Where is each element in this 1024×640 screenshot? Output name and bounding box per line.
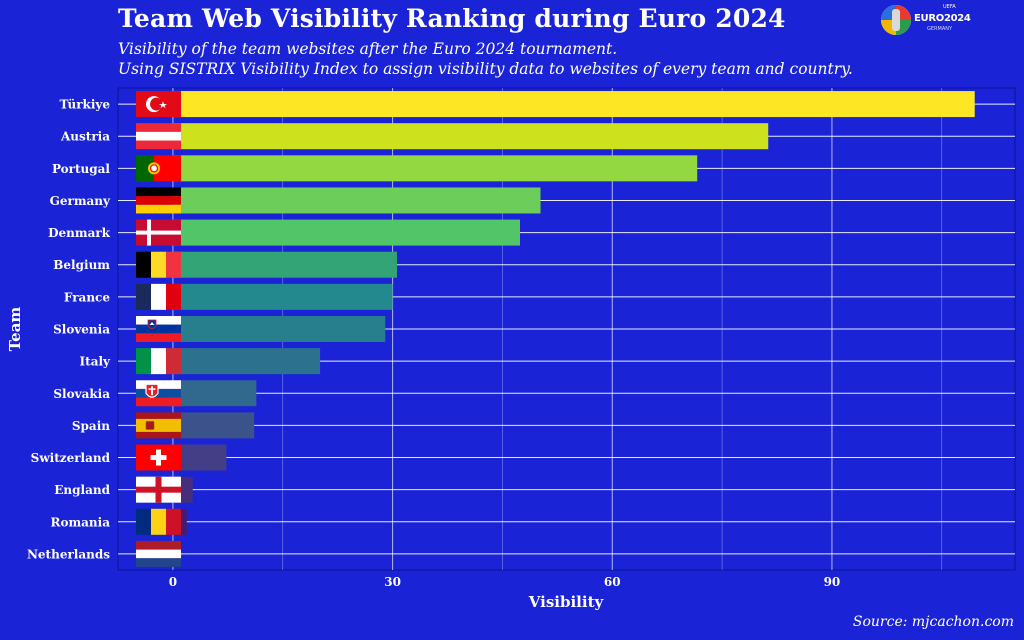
y-tick-label: Switzerland — [31, 451, 111, 465]
x-tick-label: 30 — [384, 575, 401, 589]
x-tick-labels: 0 30 60 90 — [169, 575, 841, 589]
bar-spain — [172, 412, 255, 439]
bar-france — [172, 283, 393, 310]
bar-austria — [172, 123, 769, 150]
netherlands-flag — [136, 540, 181, 567]
bar-türkiye — [172, 91, 975, 118]
portugal-flag — [136, 155, 181, 182]
y-tick-label: Belgium — [53, 258, 110, 272]
bars — [172, 91, 975, 567]
bar-germany — [172, 187, 541, 214]
y-tick-labels: Türkiye Austria Portugal Germany Denmark Belg… — [27, 98, 111, 562]
bar-slovakia — [172, 380, 257, 407]
bar-italy — [172, 348, 321, 375]
switzerland-flag — [136, 444, 181, 471]
spain-flag — [136, 412, 181, 439]
bar-belgium — [172, 251, 397, 278]
y-tick-label: Netherlands — [27, 547, 110, 561]
y-tick-label: Denmark — [48, 226, 111, 240]
logo-text: EURO2024 — [914, 13, 971, 24]
euro2024-logo: UEFA EURO2024 GERMANY — [880, 2, 971, 36]
england-flag — [136, 476, 181, 503]
trophy-icon — [881, 5, 911, 35]
x-tick-label: 90 — [824, 575, 841, 589]
germany-flag — [136, 187, 181, 214]
x-axis-label: Visibility — [528, 593, 605, 611]
chart-caption: Source: mjcachon.com — [852, 614, 1014, 630]
slovakia-flag — [136, 380, 181, 407]
bar-switzerland — [172, 444, 227, 471]
y-tick-label: Spain — [72, 419, 110, 433]
y-tick-label: Austria — [60, 130, 110, 144]
y-tick-label: England — [54, 483, 110, 497]
logo-uefa-text: UEFA — [943, 4, 956, 10]
y-tick-label: Germany — [50, 194, 111, 208]
y-tick-label: Portugal — [52, 162, 110, 176]
y-tick-label: Slovenia — [53, 323, 110, 337]
romania-flag — [136, 508, 181, 535]
bar-denmark — [172, 219, 521, 246]
austria-flag — [136, 123, 181, 150]
x-tick-label: 60 — [604, 575, 621, 589]
denmark-flag — [136, 219, 181, 246]
y-tick-label: Italy — [80, 355, 111, 369]
slovenia-flag — [136, 316, 181, 342]
chart-title: Team Web Visibility Ranking during Euro … — [118, 4, 786, 33]
y-tick-label: Slovakia — [53, 387, 110, 401]
belgium-flag — [136, 251, 181, 278]
y-tick-label: France — [64, 290, 110, 304]
y-tick-label: Türkiye — [59, 98, 110, 112]
chart-subtitle-1: Visibility of the team websites after th… — [118, 40, 618, 58]
france-flag — [136, 283, 181, 310]
bar-slovenia — [172, 316, 386, 342]
chart-subtitle-2: Using SISTRIX Visibility Index to assign… — [118, 60, 853, 78]
y-tick-label: Romania — [50, 515, 110, 529]
turkey-flag — [136, 91, 181, 118]
italy-flag — [136, 348, 181, 375]
logo-subtext: GERMANY — [927, 26, 953, 32]
y-axis-label: Team — [6, 307, 24, 352]
bar-portugal — [172, 155, 698, 182]
flags — [136, 91, 181, 567]
x-tick-label: 0 — [169, 575, 177, 589]
